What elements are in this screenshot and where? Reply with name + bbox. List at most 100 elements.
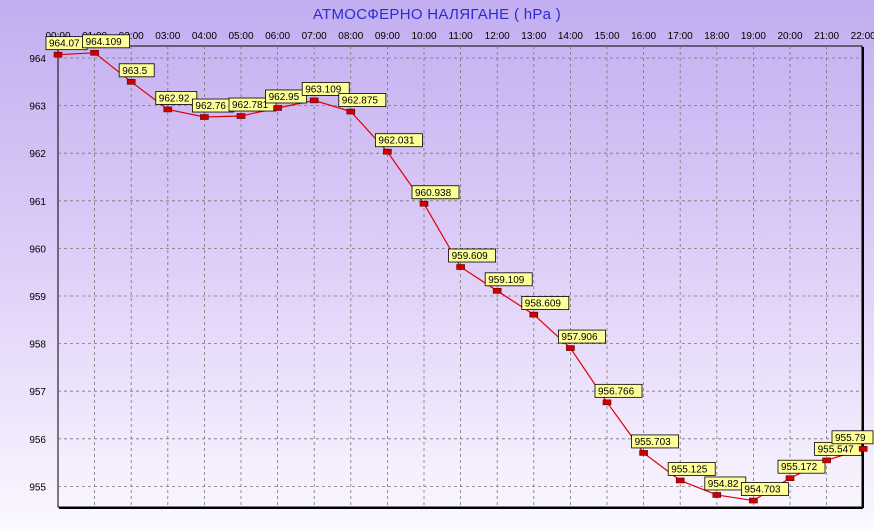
y-tick-label: 960 [29,244,46,255]
chart-title: АТМОСФЕРНО НАЛЯГАНЕ ( hPa ) [312,6,562,23]
data-label: 955.172 [781,462,818,473]
x-tick-label: 04:00 [192,31,217,42]
data-label: 962.76 [195,101,226,112]
x-tick-label: 03:00 [155,31,180,42]
data-point [273,105,282,111]
data-label: 962.92 [159,93,190,104]
data-label-box [338,93,387,107]
data-label-box [155,91,198,105]
data-label-box [374,133,423,148]
data-label: 956.766 [598,386,635,397]
data-label: 955.79 [835,433,866,444]
plot-frame [57,45,863,508]
data-point [126,79,136,85]
y-tick-label: 963 [29,102,46,113]
data-point [822,457,831,464]
y-tick-label: 955 [29,482,46,493]
data-point [602,399,612,406]
data-point [566,345,575,351]
x-tick-label: 16:00 [631,31,656,42]
data-point [383,148,392,155]
y-tick-label: 956 [29,435,46,446]
data-point [456,264,465,270]
data-point [236,113,246,119]
x-tick-label: 11:00 [448,31,473,42]
data-point [492,288,502,294]
x-tick-label: 15:00 [594,31,619,42]
x-tick-label: 10:00 [411,31,436,42]
y-tick-label: 961 [29,197,46,208]
x-tick-label: 12:00 [485,31,510,42]
x-tick-label: 21:00 [814,31,839,42]
data-point [529,311,539,318]
x-tick-label: 02:00 [119,31,144,42]
data-point [749,497,758,504]
x-tick-label: 09:00 [375,31,400,42]
y-tick-label: 957 [29,387,46,398]
x-tick-label: 08:00 [338,31,363,42]
data-label: 954.82 [708,479,739,490]
data-label: 957.906 [561,332,598,343]
data-label: 964.109 [86,37,123,48]
data-label-box [521,296,570,311]
data-label: 954.703 [744,485,781,496]
data-label: 955.125 [671,464,708,475]
data-label: 963.5 [122,66,147,77]
y-tick-label: 962 [29,149,46,160]
data-label-box [448,248,497,263]
data-point [785,475,795,482]
data-label-box [484,272,533,287]
x-tick-label: 20:00 [777,31,802,42]
data-label-box [411,185,460,200]
x-tick-label: 13:00 [521,31,546,42]
data-point [419,200,429,207]
data-label-box [667,462,716,476]
y-tick-label: 959 [29,292,46,303]
x-tick-label: 06:00 [265,31,290,42]
x-tick-label: 05:00 [228,31,253,42]
y-tick-label: 958 [29,340,46,351]
data-point [675,477,685,484]
data-point [346,108,356,115]
data-label: 964.07 [49,39,80,50]
data-label-box [558,329,606,344]
data-label: 955.703 [635,437,672,448]
data-label-box [228,97,277,112]
data-label: 962.875 [342,96,379,107]
data-label: 959.109 [488,275,525,286]
data-point [309,97,319,104]
data-label-box [82,34,130,49]
x-tick-label: 14:00 [558,31,583,42]
data-label-box [831,430,874,445]
data-label-box [265,89,308,104]
data-label: 962.95 [269,92,300,103]
data-label-box [118,63,155,78]
data-point [858,445,868,452]
data-label-box [777,459,826,474]
data-label: 955.547 [818,444,855,455]
data-label-box [741,482,789,496]
x-tick-label: 07:00 [302,31,327,42]
x-tick-label: 17:00 [668,31,693,42]
data-label-box [594,383,643,398]
data-label-box [631,434,679,449]
data-point [200,114,209,120]
data-point [163,106,173,113]
data-label-box [301,82,350,96]
data-label: 959.609 [452,251,489,262]
data-label: 962.781 [232,100,269,111]
data-point [53,51,63,58]
data-point [712,492,722,498]
x-tick-label: 19:00 [741,31,766,42]
data-label: 960.938 [415,188,452,199]
data-point [90,50,99,56]
data-label: 962.031 [378,136,415,147]
data-label: 958.609 [525,299,562,310]
data-point [639,450,648,456]
y-tick-label: 964 [29,54,46,65]
x-tick-label: 22:00 [851,31,874,42]
data-label: 963.109 [305,84,342,95]
x-tick-label: 18:00 [704,31,729,42]
